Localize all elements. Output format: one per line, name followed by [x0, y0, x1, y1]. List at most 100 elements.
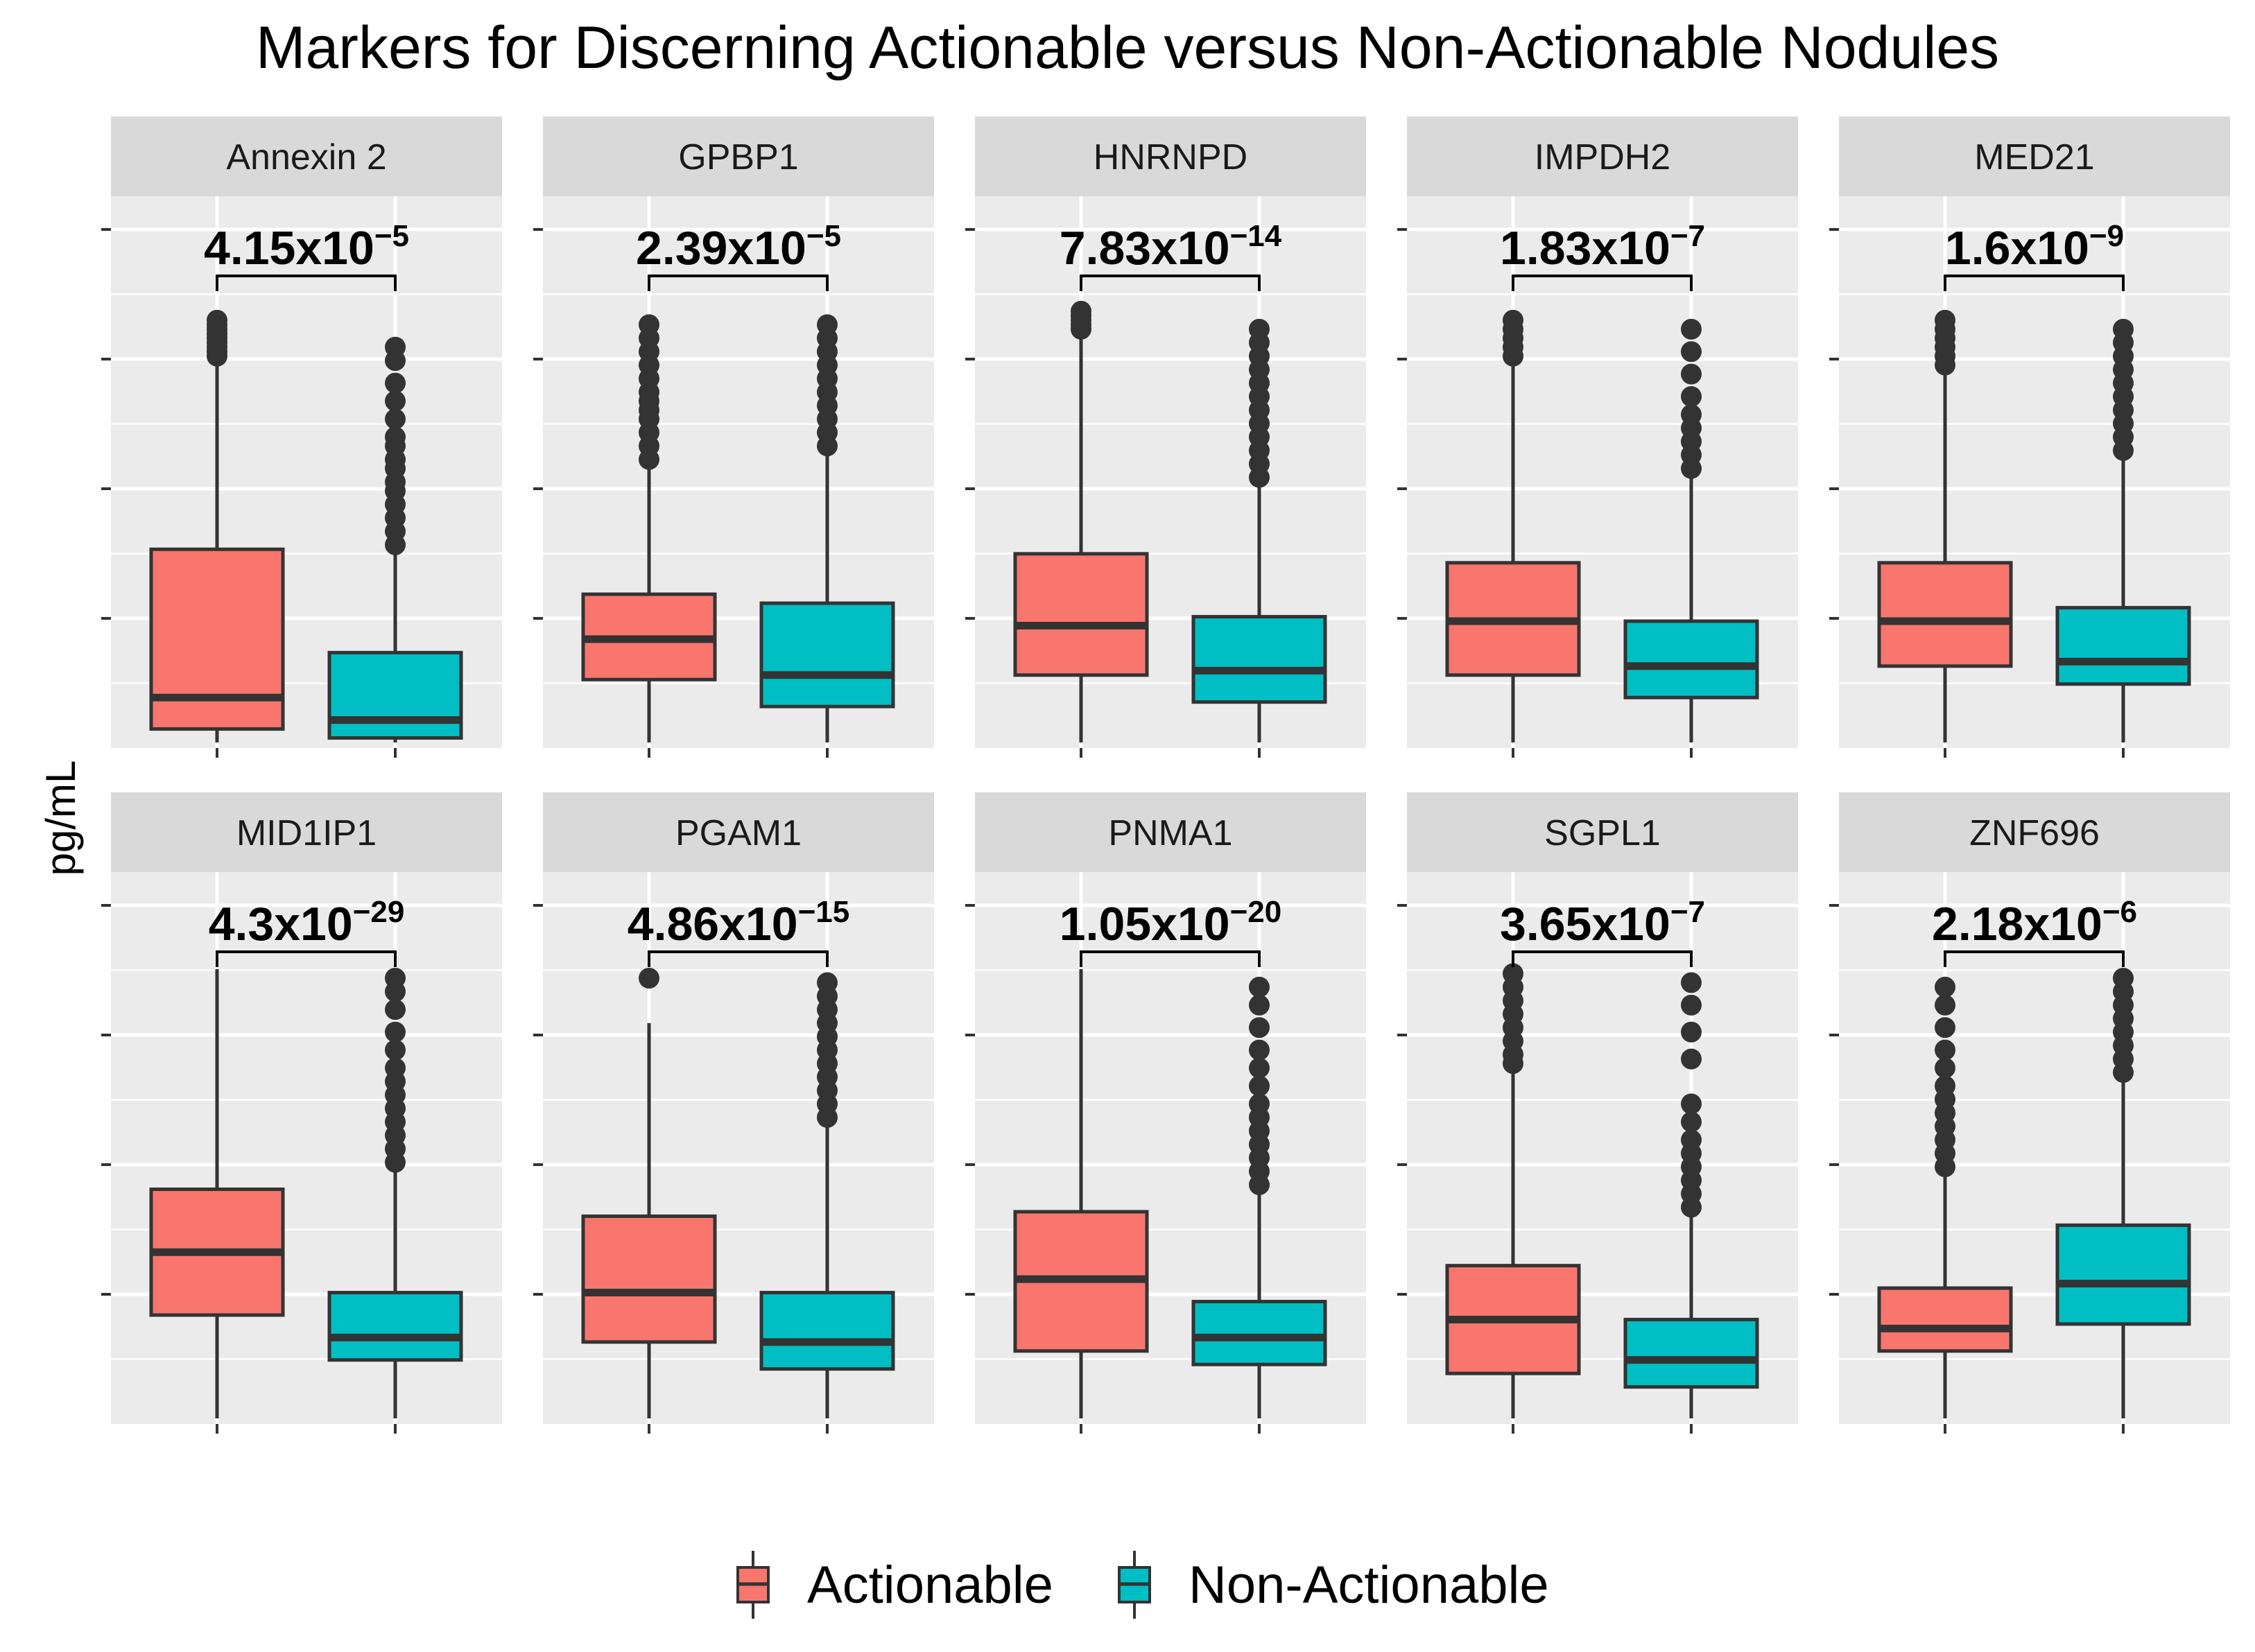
outlier-point [1249, 994, 1270, 1016]
facet-strip [1839, 792, 2230, 872]
p-value-base: 2.39x10 [636, 222, 806, 275]
outlier-point [1249, 1039, 1270, 1061]
p-value-exponent: −14 [1230, 219, 1282, 253]
facet-strip-label: IMPDH2 [1535, 137, 1670, 177]
box-actionable [1445, 309, 1581, 742]
significance-bracket [1080, 275, 1261, 291]
panel-hnrnpd: HNRNPD 7.83x10−14 [965, 116, 1366, 758]
outlier-point [1681, 1048, 1702, 1070]
outlier-point [1935, 976, 1955, 998]
outlier-point [1503, 963, 1523, 984]
p-value-label: 2.18x10−6 [1932, 895, 2137, 950]
box-non-actionable [1623, 972, 1759, 1418]
outlier-point [1935, 1075, 1955, 1097]
p-value-base: 1.83x10 [1500, 222, 1670, 275]
significance-bracket [1944, 275, 2125, 291]
p-value-exponent: −5 [374, 219, 409, 253]
outlier-point [1681, 1111, 1702, 1133]
box-actionable [1013, 300, 1149, 742]
outlier-point [385, 426, 406, 448]
box-actionable [581, 314, 717, 742]
y-axis-label: pg/mL [37, 760, 84, 876]
facet-strip-label: PNMA1 [1108, 813, 1232, 853]
p-value-base: 3.65x10 [1500, 898, 1670, 950]
p-value-base: 7.83x10 [1060, 222, 1230, 275]
significance-bracket [1512, 950, 1693, 967]
outlier-point [1681, 386, 1702, 408]
p-value-base: 1.6x10 [1945, 222, 2089, 275]
outlier-point [1681, 1021, 1702, 1043]
outlier-point [385, 408, 406, 430]
outlier-point [1935, 994, 1955, 1016]
panel-pgam1: PGAM1 4.86x10−15 [533, 792, 934, 1434]
facet-strip-label: ZNF696 [1969, 813, 2100, 853]
significance-bracket [216, 950, 397, 967]
facet-strip-label: Annexin 2 [226, 137, 386, 177]
significance-bracket [648, 950, 829, 967]
p-value-label: 1.83x10−7 [1500, 219, 1705, 275]
legend-item-actionable: Actionable [736, 1551, 1053, 1619]
facet-strip [111, 116, 502, 196]
p-value-base: 4.3x10 [209, 898, 353, 950]
box-iqr [1191, 615, 1327, 704]
outlier-point [1249, 318, 1270, 340]
p-value-label: 7.83x10−14 [1060, 219, 1282, 275]
p-value-exponent: −15 [798, 895, 850, 929]
outlier-point [817, 972, 838, 993]
outlier-point [1681, 972, 1702, 993]
box-actionable [149, 969, 285, 1418]
box-iqr [149, 547, 285, 731]
box-non-actionable [327, 336, 463, 742]
significance-bracket [1080, 950, 1261, 967]
box-iqr [2055, 1223, 2191, 1326]
p-value-base: 1.05x10 [1060, 898, 1230, 950]
panel-med21: MED21 1.6x10−9 [1829, 116, 2230, 758]
box-actionable [581, 967, 717, 1418]
significance-bracket [1944, 950, 2125, 967]
outlier-point [639, 314, 659, 336]
facet-strip [543, 116, 934, 196]
p-value-exponent: −20 [1230, 895, 1282, 929]
panel-znf696: ZNF696 2.18x10−6 [1829, 792, 2230, 1434]
p-value-label: 1.6x10−9 [1945, 219, 2124, 275]
outlier-point [385, 390, 406, 412]
box-actionable [1013, 969, 1149, 1418]
p-value-base: 4.86x10 [628, 898, 798, 950]
outlier-point [385, 1021, 406, 1043]
panel-impdh2: IMPDH2 1.83x10−7 [1397, 116, 1798, 758]
outlier-point [1681, 1129, 1702, 1151]
box-iqr [759, 1291, 895, 1371]
p-value-exponent: −5 [806, 219, 841, 253]
facet-strip [975, 116, 1366, 196]
box-non-actionable [2055, 318, 2191, 742]
p-value-exponent: −7 [1670, 219, 1705, 253]
outlier-point [1249, 1093, 1270, 1115]
p-value-exponent: −29 [353, 895, 405, 929]
box-non-actionable [2055, 967, 2191, 1418]
p-value-exponent: −9 [2089, 219, 2124, 253]
box-non-actionable [1191, 318, 1327, 742]
box-iqr [2055, 606, 2191, 686]
p-value-label: 4.86x10−15 [628, 895, 849, 950]
facet-panels: Annexin 24.15x10−5GPBP12.39x10−5HNRNPD7.… [101, 116, 2230, 1434]
outlier-point [1681, 1093, 1702, 1115]
outlier-point [385, 999, 406, 1020]
outlier-point [1935, 1039, 1955, 1061]
panel-mid1ip1: MID1IP1 4.3x10−29 [101, 792, 502, 1434]
p-value-label: 1.05x10−20 [1060, 895, 1281, 950]
outlier-point [1249, 976, 1270, 998]
outlier-point [1681, 318, 1702, 340]
p-value-base: 4.15x10 [204, 222, 374, 275]
box-iqr [327, 650, 463, 740]
facet-strip [1839, 116, 2230, 196]
legend: Actionable Non-Actionable [736, 1551, 1549, 1619]
outlier-point [207, 309, 227, 331]
box-non-actionable [1191, 976, 1327, 1418]
box-iqr [1013, 552, 1149, 677]
legend-label: Non-Actionable [1189, 1556, 1549, 1615]
box-actionable [1445, 963, 1581, 1418]
box-actionable [1877, 309, 2013, 742]
box-iqr [1623, 1317, 1759, 1389]
panel-gpbp1: GPBP1 2.39x10−5 [533, 116, 934, 758]
